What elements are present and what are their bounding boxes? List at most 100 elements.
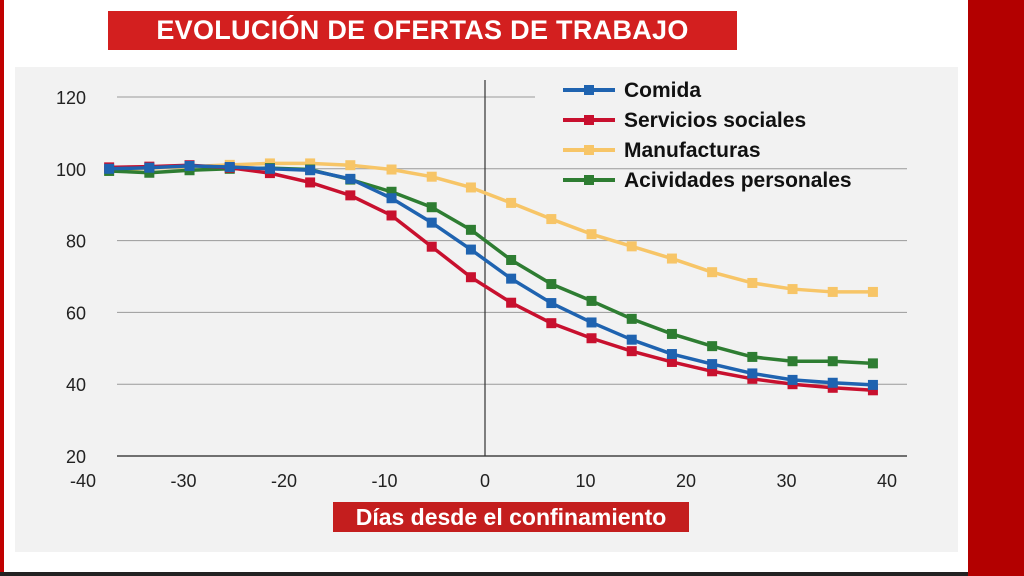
- data-point: [626, 334, 637, 345]
- data-point: [264, 163, 275, 174]
- plot-panel: [15, 67, 958, 552]
- data-point: [386, 186, 397, 197]
- axis-ticks: 20 40 60 80 100 120 -40 -30 -20 -10 0 10 20 30 40: [56, 88, 897, 491]
- legend-label: Servicios sociales: [624, 109, 806, 132]
- data-point: [787, 284, 798, 295]
- data-point: [787, 356, 798, 367]
- legend-swatch-marker: [584, 115, 594, 125]
- data-point: [386, 164, 397, 175]
- data-point: [827, 382, 838, 393]
- series-lines: [104, 158, 878, 396]
- data-point: [707, 341, 718, 352]
- x-tick-label: -40: [70, 471, 96, 491]
- series-comida: [104, 160, 878, 390]
- x-axis-label: Días desde el confinamiento: [333, 502, 689, 532]
- data-point: [747, 368, 758, 379]
- x-tick-label: 30: [776, 471, 796, 491]
- data-point: [426, 241, 437, 252]
- legend-item: Servicios sociales: [563, 109, 806, 132]
- data-point: [827, 356, 838, 367]
- data-point: [747, 277, 758, 288]
- data-point: [586, 229, 597, 240]
- data-point: [666, 328, 677, 339]
- legend-swatch-marker: [584, 85, 594, 95]
- legend-swatch-marker: [584, 175, 594, 185]
- data-point: [626, 313, 637, 324]
- data-point: [707, 366, 718, 377]
- data-point: [787, 374, 798, 385]
- data-point: [546, 298, 557, 309]
- x-tick-label: 10: [575, 471, 595, 491]
- data-point: [626, 346, 637, 357]
- data-point: [426, 202, 437, 213]
- data-point: [747, 373, 758, 384]
- data-point: [386, 210, 397, 221]
- data-point: [867, 358, 878, 369]
- legend-item: Comida: [563, 79, 701, 102]
- data-point: [827, 377, 838, 388]
- data-point: [465, 182, 476, 193]
- y-tick-label: 100: [56, 160, 86, 180]
- y-tick-label: 20: [66, 447, 86, 467]
- x-tick-label: -30: [170, 471, 196, 491]
- data-point: [586, 333, 597, 344]
- data-point: [626, 241, 637, 252]
- data-point: [546, 214, 557, 225]
- legend-swatch-marker: [584, 145, 594, 155]
- data-point: [707, 267, 718, 278]
- data-point: [305, 158, 316, 169]
- data-point: [827, 286, 838, 297]
- right-frame-bar: [968, 0, 1024, 576]
- data-point: [305, 165, 316, 176]
- series-line: [109, 164, 874, 387]
- y-tick-label: 80: [66, 232, 86, 252]
- data-point: [465, 244, 476, 255]
- y-tick-label: 120: [56, 88, 86, 108]
- data-point: [506, 254, 517, 265]
- data-point: [666, 356, 677, 367]
- x-tick-label: -20: [271, 471, 297, 491]
- chart-title: EVOLUCIÓN DE OFERTAS DE TRABAJO: [108, 11, 737, 50]
- y-tick-label: 40: [66, 375, 86, 395]
- data-point: [104, 163, 115, 174]
- data-point: [867, 379, 878, 390]
- x-tick-label: 20: [676, 471, 696, 491]
- data-point: [546, 318, 557, 329]
- data-point: [426, 217, 437, 228]
- data-point: [506, 297, 517, 308]
- data-point: [184, 160, 195, 171]
- legend-label: Manufacturas: [624, 139, 761, 162]
- data-point: [224, 162, 235, 173]
- x-tick-label: -10: [371, 471, 397, 491]
- data-point: [345, 173, 356, 184]
- data-point: [867, 385, 878, 396]
- data-point: [144, 162, 155, 173]
- data-point: [305, 177, 316, 188]
- data-point: [707, 359, 718, 370]
- legend-item: Manufacturas: [563, 139, 761, 162]
- legend-item: Acividades personales: [563, 169, 852, 192]
- data-point: [345, 190, 356, 201]
- left-frame-bar: [0, 0, 4, 576]
- data-point: [426, 171, 437, 182]
- legend: Comida Servicios sociales Manufacturas Aciv…: [563, 79, 852, 192]
- x-tick-label: 0: [480, 471, 490, 491]
- data-point: [465, 272, 476, 283]
- data-point: [506, 197, 517, 208]
- data-point: [666, 349, 677, 360]
- data-point: [465, 224, 476, 235]
- data-point: [506, 273, 517, 284]
- series-line: [109, 161, 873, 294]
- data-point: [586, 295, 597, 306]
- x-tick-label: 40: [877, 471, 897, 491]
- data-point: [144, 167, 155, 178]
- data-point: [747, 351, 758, 362]
- legend-label: Acividades personales: [624, 169, 852, 192]
- data-point: [386, 193, 397, 204]
- data-point: [867, 286, 878, 297]
- y-tick-label: 60: [66, 303, 86, 323]
- legend-label: Comida: [624, 79, 701, 102]
- bottom-frame-line: [0, 572, 968, 576]
- data-point: [586, 317, 597, 328]
